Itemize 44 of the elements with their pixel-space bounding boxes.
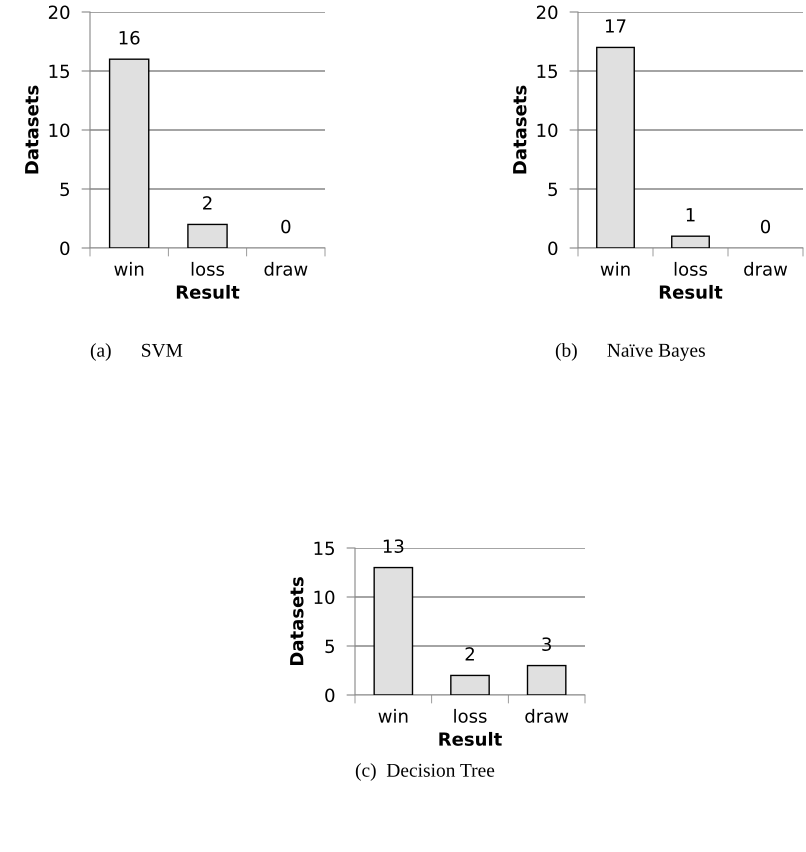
x-axis-title: Result	[660, 284, 722, 299]
x-tick-label: win	[600, 262, 630, 276]
data-label: 0	[760, 220, 770, 234]
y-tick-label: 0	[60, 241, 70, 256]
text: (a) SVM	[90, 343, 182, 361]
text: (b) Naïve Bayes	[556, 343, 705, 361]
x-tick-label: loss	[454, 708, 487, 723]
y-tick-label: 5	[325, 640, 334, 654]
y-tick-label: 20	[536, 5, 558, 20]
bar	[450, 674, 490, 695]
x-tick-label: win	[378, 708, 408, 723]
y-tick-label: 0	[548, 241, 558, 256]
x-tick-label: draw	[264, 262, 308, 276]
y-axis-title: Datasets	[25, 86, 39, 174]
x-tick-label: loss	[674, 262, 708, 276]
text: (c) Decision Tree	[356, 763, 494, 781]
y-tick-label: 5	[60, 182, 69, 196]
data-label: 0	[281, 220, 290, 234]
x-tick-label: draw	[525, 708, 568, 723]
data-label: 17	[606, 19, 626, 33]
bar	[373, 566, 414, 695]
data-label: 3	[542, 637, 551, 651]
y-axis-title: Datasets	[513, 86, 527, 174]
x-tick-label: loss	[192, 262, 224, 276]
data-label: 16	[120, 30, 140, 45]
data-label: 2	[466, 647, 474, 661]
y-tick-label: 0	[325, 688, 334, 702]
y-tick-label: 20	[48, 5, 70, 20]
y-tick-label: 15	[538, 64, 557, 78]
bar	[526, 664, 567, 695]
y-tick-label: 15	[50, 64, 69, 78]
x-tick-label: draw	[744, 262, 788, 276]
data-label: 1	[686, 208, 695, 222]
x-axis-title: Result	[439, 732, 502, 746]
y-tick-label: 10	[50, 123, 70, 138]
y-tick-label: 10	[314, 590, 334, 604]
data-label: 2	[203, 196, 212, 210]
x-axis-title: Result	[176, 284, 240, 299]
y-tick-label: 5	[548, 182, 557, 196]
y-tick-label: 10	[538, 123, 558, 138]
y-axis-title: Datasets	[290, 577, 304, 666]
x-tick-label: win	[114, 262, 144, 276]
data-label: 13	[384, 539, 404, 553]
y-tick-label: 15	[314, 542, 334, 556]
